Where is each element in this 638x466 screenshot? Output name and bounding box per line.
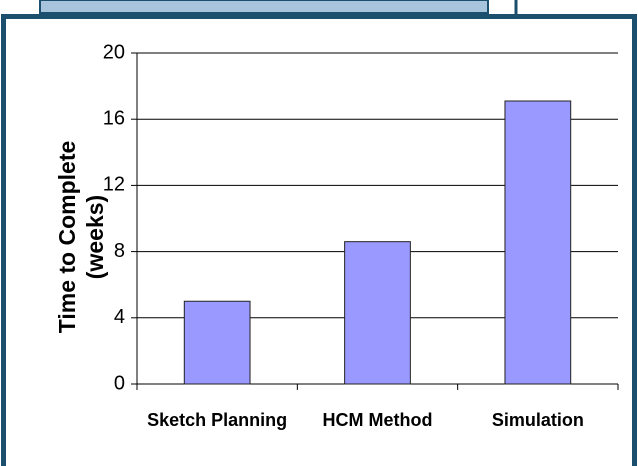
bar [504,100,572,385]
x-tick-label: Simulation [491,410,584,430]
y-tick-label: 20 [103,41,125,63]
y-axis-label: Time to Complete (weeks) [54,140,108,334]
y-tick-label: 16 [103,107,125,129]
header-tab [39,0,489,14]
x-tick-label: HCM Method [322,410,433,430]
x-tick-label: Sketch Planning [147,410,288,430]
bar [183,300,251,385]
y-tick-label: 8 [114,240,125,262]
y-tick-label: 0 [114,372,125,394]
y-tick-label: 4 [114,306,125,328]
bar [344,241,411,385]
y-tick-label: 12 [103,174,125,196]
